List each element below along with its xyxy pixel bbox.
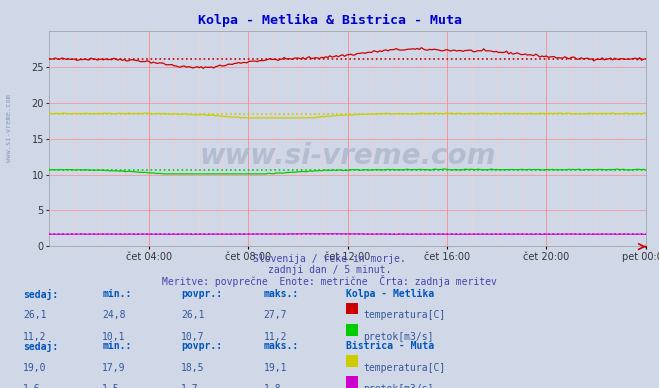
Text: Meritve: povprečne  Enote: metrične  Črta: zadnja meritev: Meritve: povprečne Enote: metrične Črta:… bbox=[162, 275, 497, 287]
Text: 1,8: 1,8 bbox=[264, 384, 281, 388]
Text: 10,1: 10,1 bbox=[102, 332, 126, 342]
Text: www.si-vreme.com: www.si-vreme.com bbox=[200, 142, 496, 170]
Text: maks.:: maks.: bbox=[264, 289, 299, 299]
Text: pretok[m3/s]: pretok[m3/s] bbox=[363, 332, 434, 342]
Text: min.:: min.: bbox=[102, 341, 132, 352]
Text: 11,2: 11,2 bbox=[23, 332, 47, 342]
Text: 26,1: 26,1 bbox=[23, 310, 47, 320]
Text: povpr.:: povpr.: bbox=[181, 341, 222, 352]
Text: temperatura[C]: temperatura[C] bbox=[363, 363, 445, 373]
Text: 19,0: 19,0 bbox=[23, 363, 47, 373]
Text: 1,5: 1,5 bbox=[102, 384, 120, 388]
Text: Kolpa - Metlika: Kolpa - Metlika bbox=[346, 289, 434, 299]
Text: 11,2: 11,2 bbox=[264, 332, 287, 342]
Text: 24,8: 24,8 bbox=[102, 310, 126, 320]
Text: sedaj:: sedaj: bbox=[23, 341, 58, 352]
Text: 1,7: 1,7 bbox=[181, 384, 199, 388]
Text: 1,6: 1,6 bbox=[23, 384, 41, 388]
Text: Kolpa - Metlika & Bistrica - Muta: Kolpa - Metlika & Bistrica - Muta bbox=[198, 14, 461, 27]
Text: 17,9: 17,9 bbox=[102, 363, 126, 373]
Text: Bistrica - Muta: Bistrica - Muta bbox=[346, 341, 434, 352]
Text: sedaj:: sedaj: bbox=[23, 289, 58, 300]
Text: povpr.:: povpr.: bbox=[181, 289, 222, 299]
Text: temperatura[C]: temperatura[C] bbox=[363, 310, 445, 320]
Text: 10,7: 10,7 bbox=[181, 332, 205, 342]
Text: 26,1: 26,1 bbox=[181, 310, 205, 320]
Text: 18,5: 18,5 bbox=[181, 363, 205, 373]
Text: Slovenija / reke in morje.: Slovenija / reke in morje. bbox=[253, 254, 406, 264]
Text: zadnji dan / 5 minut.: zadnji dan / 5 minut. bbox=[268, 265, 391, 275]
Text: www.si-vreme.com: www.si-vreme.com bbox=[5, 94, 12, 162]
Text: 27,7: 27,7 bbox=[264, 310, 287, 320]
Text: min.:: min.: bbox=[102, 289, 132, 299]
Text: maks.:: maks.: bbox=[264, 341, 299, 352]
Text: 19,1: 19,1 bbox=[264, 363, 287, 373]
Text: pretok[m3/s]: pretok[m3/s] bbox=[363, 384, 434, 388]
